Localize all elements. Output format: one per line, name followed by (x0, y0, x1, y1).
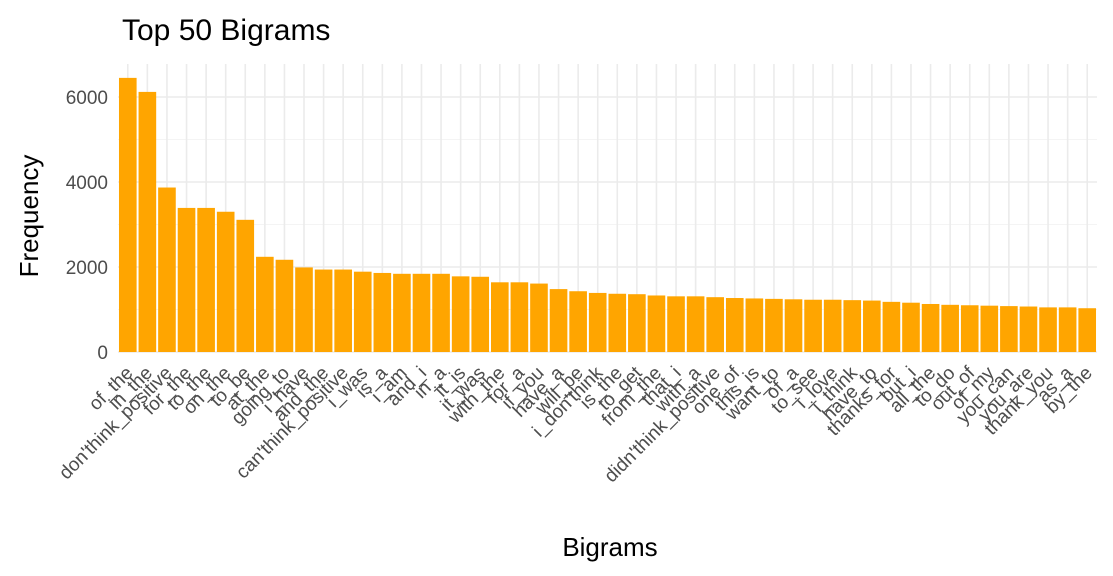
bar-all_the (921, 303, 940, 352)
bar-to_get (628, 294, 646, 352)
y-axis-title: Frequency (14, 155, 44, 278)
y-tick-label: 4000 (66, 173, 108, 194)
x-axis-title: Bigrams (562, 532, 657, 562)
bar-didn'think_positive (706, 297, 724, 352)
bar-if_you (530, 283, 548, 352)
bar-thanks_for (882, 301, 901, 352)
chart-title: Top 50 Bigrams (122, 14, 330, 47)
y-tick-label: 6000 (66, 88, 108, 109)
bar-i_am (393, 273, 411, 352)
bar-from_the (647, 295, 666, 352)
bar-of_my (980, 305, 999, 352)
bar-to_the (197, 207, 215, 352)
bar-for_a (510, 282, 529, 352)
bar-it_was (471, 276, 490, 352)
bar-you_can (1000, 306, 1018, 352)
bar-don'think_positive (158, 187, 176, 352)
bar-i_have (295, 267, 313, 352)
bar-you_are (1019, 306, 1038, 352)
bar-for_the (177, 207, 196, 352)
bar-want_to (765, 298, 783, 353)
bar-layer (118, 77, 1097, 353)
bar-to_do (941, 304, 959, 352)
bar-i_was (353, 271, 372, 352)
bar-i_love (823, 299, 842, 352)
y-tick-label: 2000 (66, 258, 108, 279)
bar-and_the (314, 269, 333, 352)
x-axis-ticks: of_thein_thedon'think_positivefor_theto_… (55, 362, 1096, 487)
bar-at_the (256, 256, 274, 352)
bar-in_a (432, 273, 450, 352)
bar-on_the (216, 211, 235, 352)
bar-can'think_positive (334, 269, 352, 352)
y-tick-label: 0 (97, 343, 108, 364)
bar-as_a (1058, 307, 1077, 353)
bar-i_think (843, 300, 862, 352)
bar-to_be (236, 219, 255, 352)
bar-will_be (569, 291, 587, 352)
bar-is_a (373, 272, 392, 352)
bar-one_of (725, 298, 744, 352)
bar-going_to (275, 259, 294, 352)
bar-is_the (608, 293, 627, 352)
bar-to_see (804, 299, 822, 352)
bar-in_the (138, 91, 157, 353)
bar-with_the (491, 282, 509, 352)
bar-but_i (902, 302, 920, 352)
bar-i_don'think (588, 292, 607, 352)
bar-have_to (863, 300, 881, 352)
bar-by_the (1078, 308, 1097, 352)
y-axis-ticks: 0 2000 4000 6000 (66, 88, 108, 364)
bar-have_a (549, 289, 568, 352)
bar-that_i (667, 296, 685, 352)
bar-it_is (451, 276, 470, 352)
bar-thank_you (1039, 307, 1057, 353)
bar-with_a (686, 296, 705, 352)
bar-this_is (745, 298, 764, 352)
bar-of_a (784, 299, 803, 352)
bar-of_the (118, 77, 137, 353)
bar-and_i (412, 273, 431, 352)
bar-out_of (960, 305, 979, 352)
